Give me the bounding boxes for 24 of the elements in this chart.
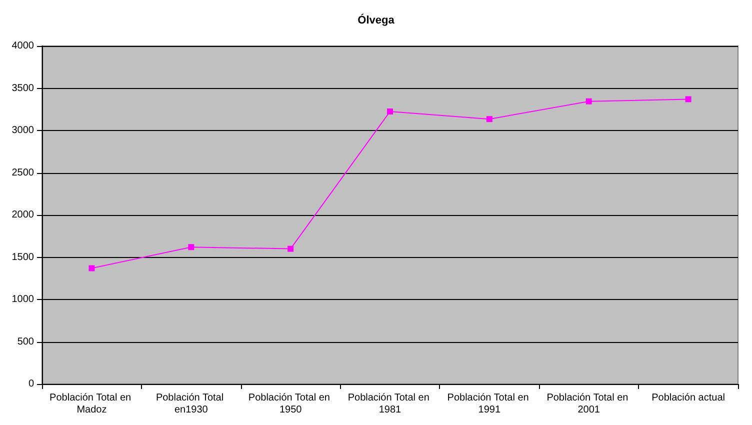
- x-tick-label: Población Total en 2001: [546, 392, 632, 416]
- point: [586, 98, 592, 104]
- point: [288, 246, 294, 252]
- x-tick-label: Población Total en 1991: [447, 392, 532, 416]
- point: [387, 108, 393, 114]
- x-tick-label: Población actual: [652, 392, 725, 404]
- x-tick-label: Población Total en1930: [156, 392, 226, 416]
- y-tick-label: 2000: [12, 210, 34, 220]
- point: [486, 116, 492, 122]
- y-tick-label: 1500: [12, 252, 34, 263]
- point: [88, 265, 95, 272]
- x-tick-label: Población Total en Madoz: [50, 392, 134, 416]
- y-tick-label: 4000: [12, 40, 34, 52]
- y-tick-label: 3500: [12, 82, 34, 94]
- point: [685, 96, 692, 102]
- point: [188, 244, 194, 250]
- y-tick-label: 0: [28, 378, 34, 390]
- y-tick-label: 500: [17, 336, 34, 348]
- chart-title: Ólvega: [358, 14, 396, 26]
- x-tick-label: Población Total en 1950: [248, 392, 333, 416]
- x-tick-label: Población Total en 1981: [348, 392, 432, 416]
- y-tick-label: 3000: [12, 125, 34, 136]
- y-tick-label: 2500: [12, 167, 34, 178]
- y-tick-label: 1000: [12, 294, 34, 305]
